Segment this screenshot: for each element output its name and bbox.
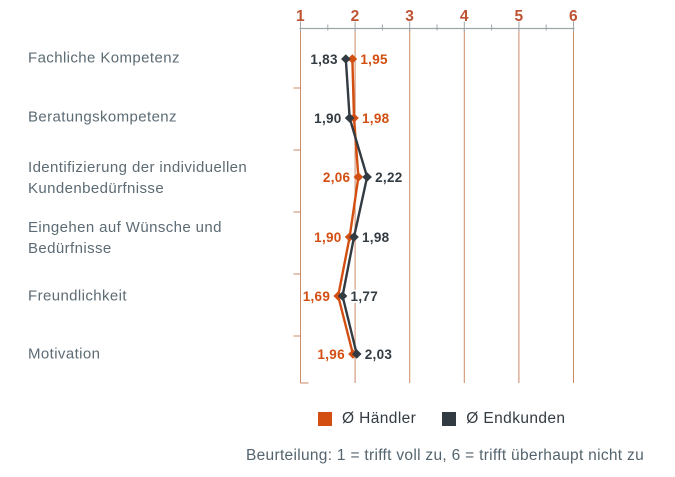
data-point-marker-haendler [353,172,364,182]
legend-item-haendler: Ø Händler [318,410,416,428]
data-point-marker-endkunden [351,349,362,359]
rating-scale-note: Beurteilung: 1 = trifft voll zu, 6 = tri… [246,447,644,464]
series-line-haendler [336,58,360,355]
data-point-marker-endkunden [362,172,372,182]
value-label: 1,69 [303,289,330,304]
series-line-endkunden [341,58,369,355]
category-label-identifizierung-kundenbeduerfnisse: Identifizierung der individuellen Kunden… [28,159,248,197]
legend-item-endkunden: Ø Endkunden [442,410,565,428]
value-label: 1,98 [362,111,390,126]
category-label-fachliche-kompetenz: Fachliche Kompetenz [28,49,180,67]
category-label-beratungskompetenz: Beratungskompetenz [28,108,177,126]
category-label-motivation: Motivation [28,345,101,363]
value-label: 1,96 [317,347,345,362]
legend-label-endkunden: Ø Endkunden [466,410,566,427]
plot-area: 1 2 3 4 5 6 1,83 1,95 1,90 1,98 2,06 2,22 1,90 1,98 1,… [293,8,578,384]
category-label-freundlichkeit: Freundlichkeit [28,287,127,305]
value-label: 1,98 [362,230,390,245]
legend-label-haendler: Ø Händler [342,410,417,427]
value-label: 1,90 [314,230,341,245]
x-tick-label: 3 [405,8,414,25]
legend-swatch-haendler [318,412,332,426]
x-tick-label: 1 [296,8,305,25]
x-tick-label: 2 [351,8,360,25]
data-point-marker-haendler [347,54,358,64]
value-label: 2,22 [375,170,402,185]
x-tick-label: 5 [514,8,523,25]
x-tick-label: 6 [569,8,578,25]
value-label: 2,06 [323,170,351,185]
value-label: 1,90 [314,111,341,126]
value-label: 2,03 [365,347,393,362]
legend: Ø Händler Ø Endkunden [318,408,565,430]
category-label-eingehen-wuensche: Eingehen auf Wünsche und Bedürfnisse [28,219,222,257]
value-label: 1,83 [310,52,338,67]
data-point-marker-endkunden [341,54,351,64]
value-label: 1,77 [351,289,378,304]
legend-swatch-endkunden [442,412,457,426]
value-label: 1,95 [360,52,388,67]
data-point-marker-endkunden [337,291,348,301]
data-point-marker-endkunden [349,232,359,242]
data-point-marker-endkunden [344,113,355,123]
x-tick-label: 4 [460,8,469,25]
